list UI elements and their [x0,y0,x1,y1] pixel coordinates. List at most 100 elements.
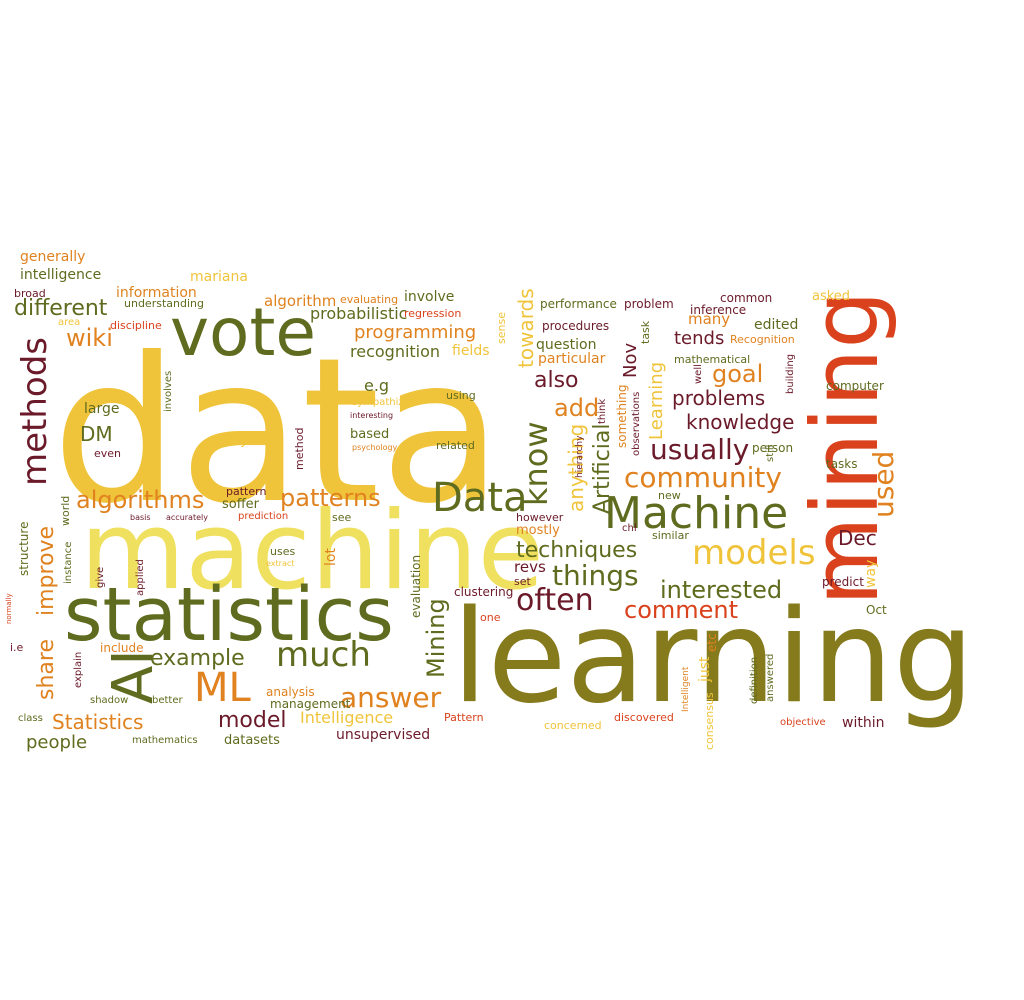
word-Intelligence: Intelligence [300,708,394,727]
word-within: within [842,715,885,731]
word-e.g: e.g [364,376,390,395]
word-programming: programming [354,322,477,343]
word-involves: involves [163,370,174,412]
word-evaluating: evaluating [340,293,399,306]
word-common: common [720,291,773,305]
word-vote: vote [170,294,316,371]
word-techniques: techniques [516,538,638,563]
word-share: share [34,639,59,700]
word-example: example [150,646,245,671]
word-machine: machine [80,489,545,614]
word-statistics: statistics [64,572,394,658]
word-area: area [58,317,81,328]
word-evaluation: evaluation [409,554,423,618]
word-clustering: clustering [454,585,514,599]
word-person: person [752,441,794,455]
word-related: related [436,439,475,452]
word-consensus: consensus [703,692,716,750]
word-building: building [785,353,796,394]
word-management: management [270,697,351,711]
word-inference: inference [690,303,747,317]
word-procedures: procedures [542,319,610,333]
word-psychology: psychology [352,443,398,452]
word-models: models [692,533,816,573]
word-new: new [658,489,681,502]
word-interested: interested [660,576,783,604]
word-pattern: pattern [226,485,267,498]
word-involve: involve [404,289,455,305]
word-DM: DM [80,422,113,446]
word-given: given [216,389,247,402]
word-prediction: prediction [238,511,289,522]
word-know: know [517,421,555,506]
word-tasks: tasks [826,457,858,471]
word-discovered: discovered [614,711,674,724]
word-hierarchy: hierarchy [575,435,585,478]
word-regression: regression [404,307,462,320]
word-information: information [116,285,197,301]
word-method: method [293,427,306,470]
word-task: task [639,320,652,344]
word-definition: definition [749,656,760,704]
word-many: many [688,310,731,328]
word-problem: problem [624,297,674,311]
word-generally: generally [20,249,86,265]
word-really: really [212,433,248,448]
word-performance: performance [540,297,617,311]
word-give: give [95,566,106,588]
word-model: model [218,708,287,733]
word-ML: ML [194,665,251,711]
word-sympathize: sympathize [352,397,410,408]
word-class: class [18,713,43,724]
word-shadow: shadow [90,695,129,706]
word-goal: goal [712,360,764,388]
word-problems: problems [672,386,766,410]
word-extract: extract [266,559,295,568]
word-add: add [554,394,600,422]
word-learning: learning [452,583,975,732]
word-revs: revs [514,558,546,576]
word-analysis: analysis [266,685,315,699]
word-even: even [94,447,122,460]
word-chl: chl [622,523,637,534]
word-mathematical: mathematical [674,353,751,366]
word-asked: asked [812,289,851,304]
word-answered: answered [765,653,776,702]
word-fields: fields [452,343,490,359]
word-community: community [624,461,782,494]
word-knowledge: knowledge [686,410,795,434]
word-however: however [516,511,564,524]
word-Artificial: Artificial [590,423,615,515]
word-normally: normally [5,593,13,624]
word-discipline: discipline [110,319,162,332]
word-computer: computer [826,379,884,393]
word-just: just [697,656,713,682]
word-Intelligent: Intelligent [681,666,691,712]
word-concerned: concerned [544,719,602,732]
word-towards: towards [514,288,538,368]
word-world: world [59,495,72,526]
word-broad: broad [14,287,46,300]
word-mathematics: mathematics [132,735,198,746]
word-methods: methods [15,336,55,486]
word-well: well [693,364,704,384]
word-people: people [26,732,88,753]
word-similar: similar [652,529,689,542]
word-i.e: i.e [10,641,24,654]
word-uses: uses [270,545,296,558]
word-usually: usually [650,433,750,466]
word-objective: objective [780,717,826,728]
word-answer: answer [340,681,442,714]
word-mostly: mostly [516,523,560,538]
word-Mining: Mining [422,598,450,678]
word-etc: etc [705,633,719,652]
word-think: think [597,398,608,424]
word-edited: edited [754,317,799,333]
word-things: things [552,559,639,592]
word-question: question [536,337,597,353]
word-intelligence: intelligence [20,267,102,283]
word-data: data [52,315,503,548]
word-also: also [534,368,579,393]
word-instance: instance [63,541,74,584]
